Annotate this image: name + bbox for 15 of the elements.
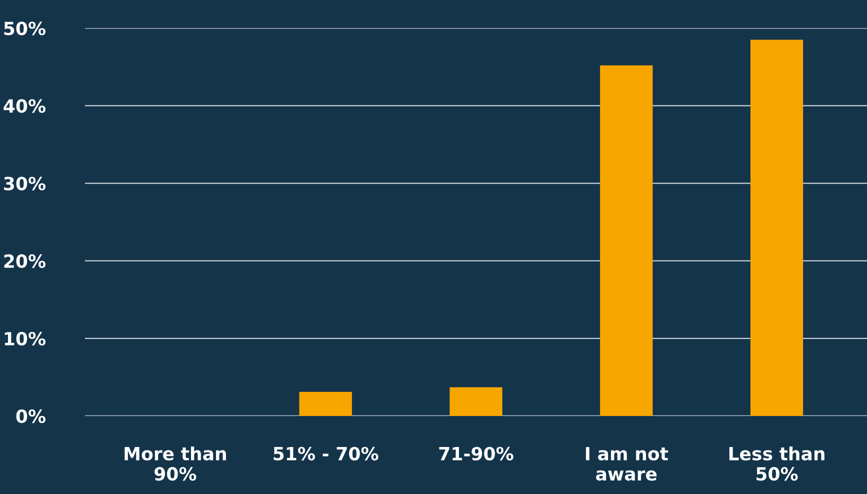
bar [299, 392, 352, 416]
y-tick-label: 20% [4, 254, 46, 268]
x-tick-label: 71-90% [439, 446, 514, 460]
x-tick-label: More than 90% [124, 446, 226, 481]
y-tick-label: 30% [4, 176, 46, 190]
x-tick-label: 51% - 70% [274, 446, 378, 460]
x-tick-label: Less than 50% [729, 446, 824, 481]
y-tick-label: 0% [16, 409, 46, 424]
y-tick-label: 40% [4, 99, 46, 113]
x-tick-label: I am not aware [586, 447, 668, 481]
bar [600, 65, 653, 416]
y-tick-label: 50% [4, 22, 46, 36]
bar [750, 40, 804, 416]
y-tick-label: 10% [4, 332, 46, 346]
bar [450, 387, 502, 416]
